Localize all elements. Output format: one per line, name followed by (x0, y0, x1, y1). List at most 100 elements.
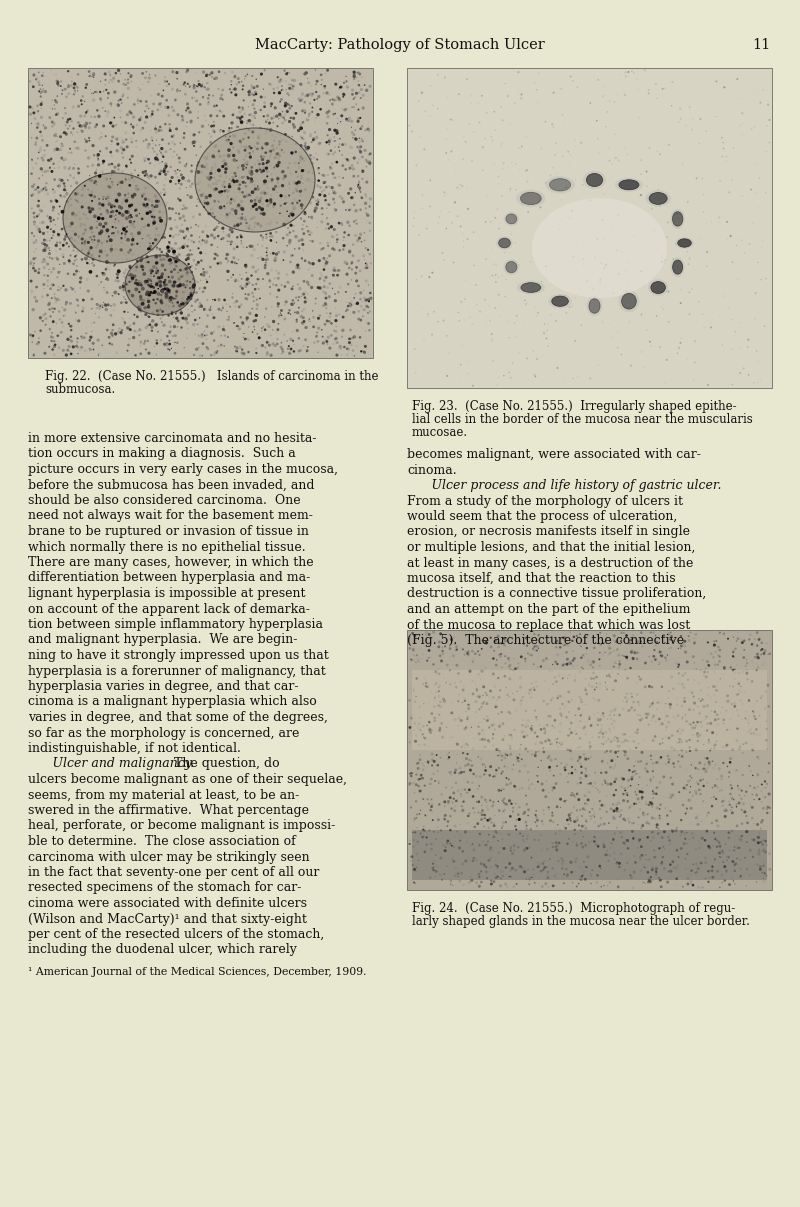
Point (574, 754, 587, 774)
Point (515, 84, 528, 104)
Point (223, 118, 236, 138)
Point (263, 221, 276, 240)
Text: hyperplasia is a forerunner of malignancy, that: hyperplasia is a forerunner of malignanc… (28, 665, 326, 677)
Point (530, 805, 542, 824)
Point (190, 215, 202, 234)
Point (39, 315, 52, 334)
Point (116, 112, 129, 132)
Point (205, 164, 218, 183)
Point (322, 287, 335, 307)
Point (611, 870, 624, 890)
Point (539, 787, 552, 806)
Point (718, 791, 730, 810)
Point (145, 86, 158, 105)
Point (482, 818, 495, 838)
Point (451, 206, 464, 226)
Point (661, 197, 674, 216)
Point (534, 733, 546, 752)
Point (743, 630, 756, 649)
Point (261, 183, 274, 203)
Point (150, 197, 163, 216)
Point (97, 180, 110, 199)
Point (454, 175, 467, 194)
Point (150, 345, 162, 365)
Point (640, 794, 653, 814)
Point (411, 718, 424, 737)
Point (274, 196, 287, 215)
Point (192, 239, 205, 258)
Point (456, 693, 469, 712)
Point (202, 94, 215, 113)
Point (78, 328, 91, 348)
Point (593, 649, 606, 669)
Point (97, 263, 110, 282)
Ellipse shape (550, 179, 570, 191)
Point (651, 89, 664, 109)
Point (241, 257, 254, 276)
Point (742, 338, 754, 357)
Point (628, 226, 641, 245)
Point (441, 834, 454, 853)
Point (423, 718, 436, 737)
Point (163, 340, 176, 360)
Point (66, 187, 78, 206)
Point (741, 859, 754, 879)
Point (358, 288, 370, 308)
Point (520, 629, 533, 648)
Point (679, 705, 692, 724)
Point (309, 189, 322, 209)
Point (751, 636, 764, 655)
Point (134, 255, 147, 274)
Point (87, 83, 100, 103)
Point (24, 98, 37, 117)
Point (146, 276, 159, 296)
Point (746, 740, 759, 759)
Point (84, 262, 97, 281)
Point (600, 722, 613, 741)
Point (94, 71, 107, 91)
Point (83, 339, 96, 358)
Point (192, 103, 205, 122)
Point (190, 282, 202, 302)
Point (254, 204, 267, 223)
Point (166, 304, 178, 323)
Point (363, 153, 376, 173)
Point (457, 238, 470, 257)
Point (285, 330, 298, 349)
Point (613, 705, 626, 724)
Point (429, 676, 442, 695)
Point (660, 651, 673, 670)
Point (327, 183, 340, 203)
Point (46, 91, 58, 110)
Point (33, 82, 46, 101)
Point (270, 106, 283, 126)
Point (762, 696, 775, 716)
Point (569, 706, 582, 725)
Point (632, 807, 645, 827)
Ellipse shape (521, 282, 541, 292)
Point (491, 199, 504, 218)
Point (478, 809, 491, 828)
Point (726, 852, 739, 871)
Point (146, 196, 158, 215)
Point (297, 112, 310, 132)
Point (538, 804, 550, 823)
Point (27, 204, 40, 223)
Point (126, 235, 138, 255)
Point (294, 147, 307, 167)
Point (244, 147, 257, 167)
Point (263, 146, 276, 165)
Point (255, 138, 268, 157)
Point (332, 129, 345, 148)
Point (494, 645, 507, 664)
Point (317, 333, 330, 352)
Point (612, 151, 625, 170)
Point (108, 296, 121, 315)
Point (466, 756, 478, 775)
Point (718, 871, 731, 891)
Point (474, 706, 487, 725)
Point (119, 227, 132, 246)
Point (558, 874, 570, 893)
Point (44, 307, 57, 326)
Point (88, 146, 101, 165)
